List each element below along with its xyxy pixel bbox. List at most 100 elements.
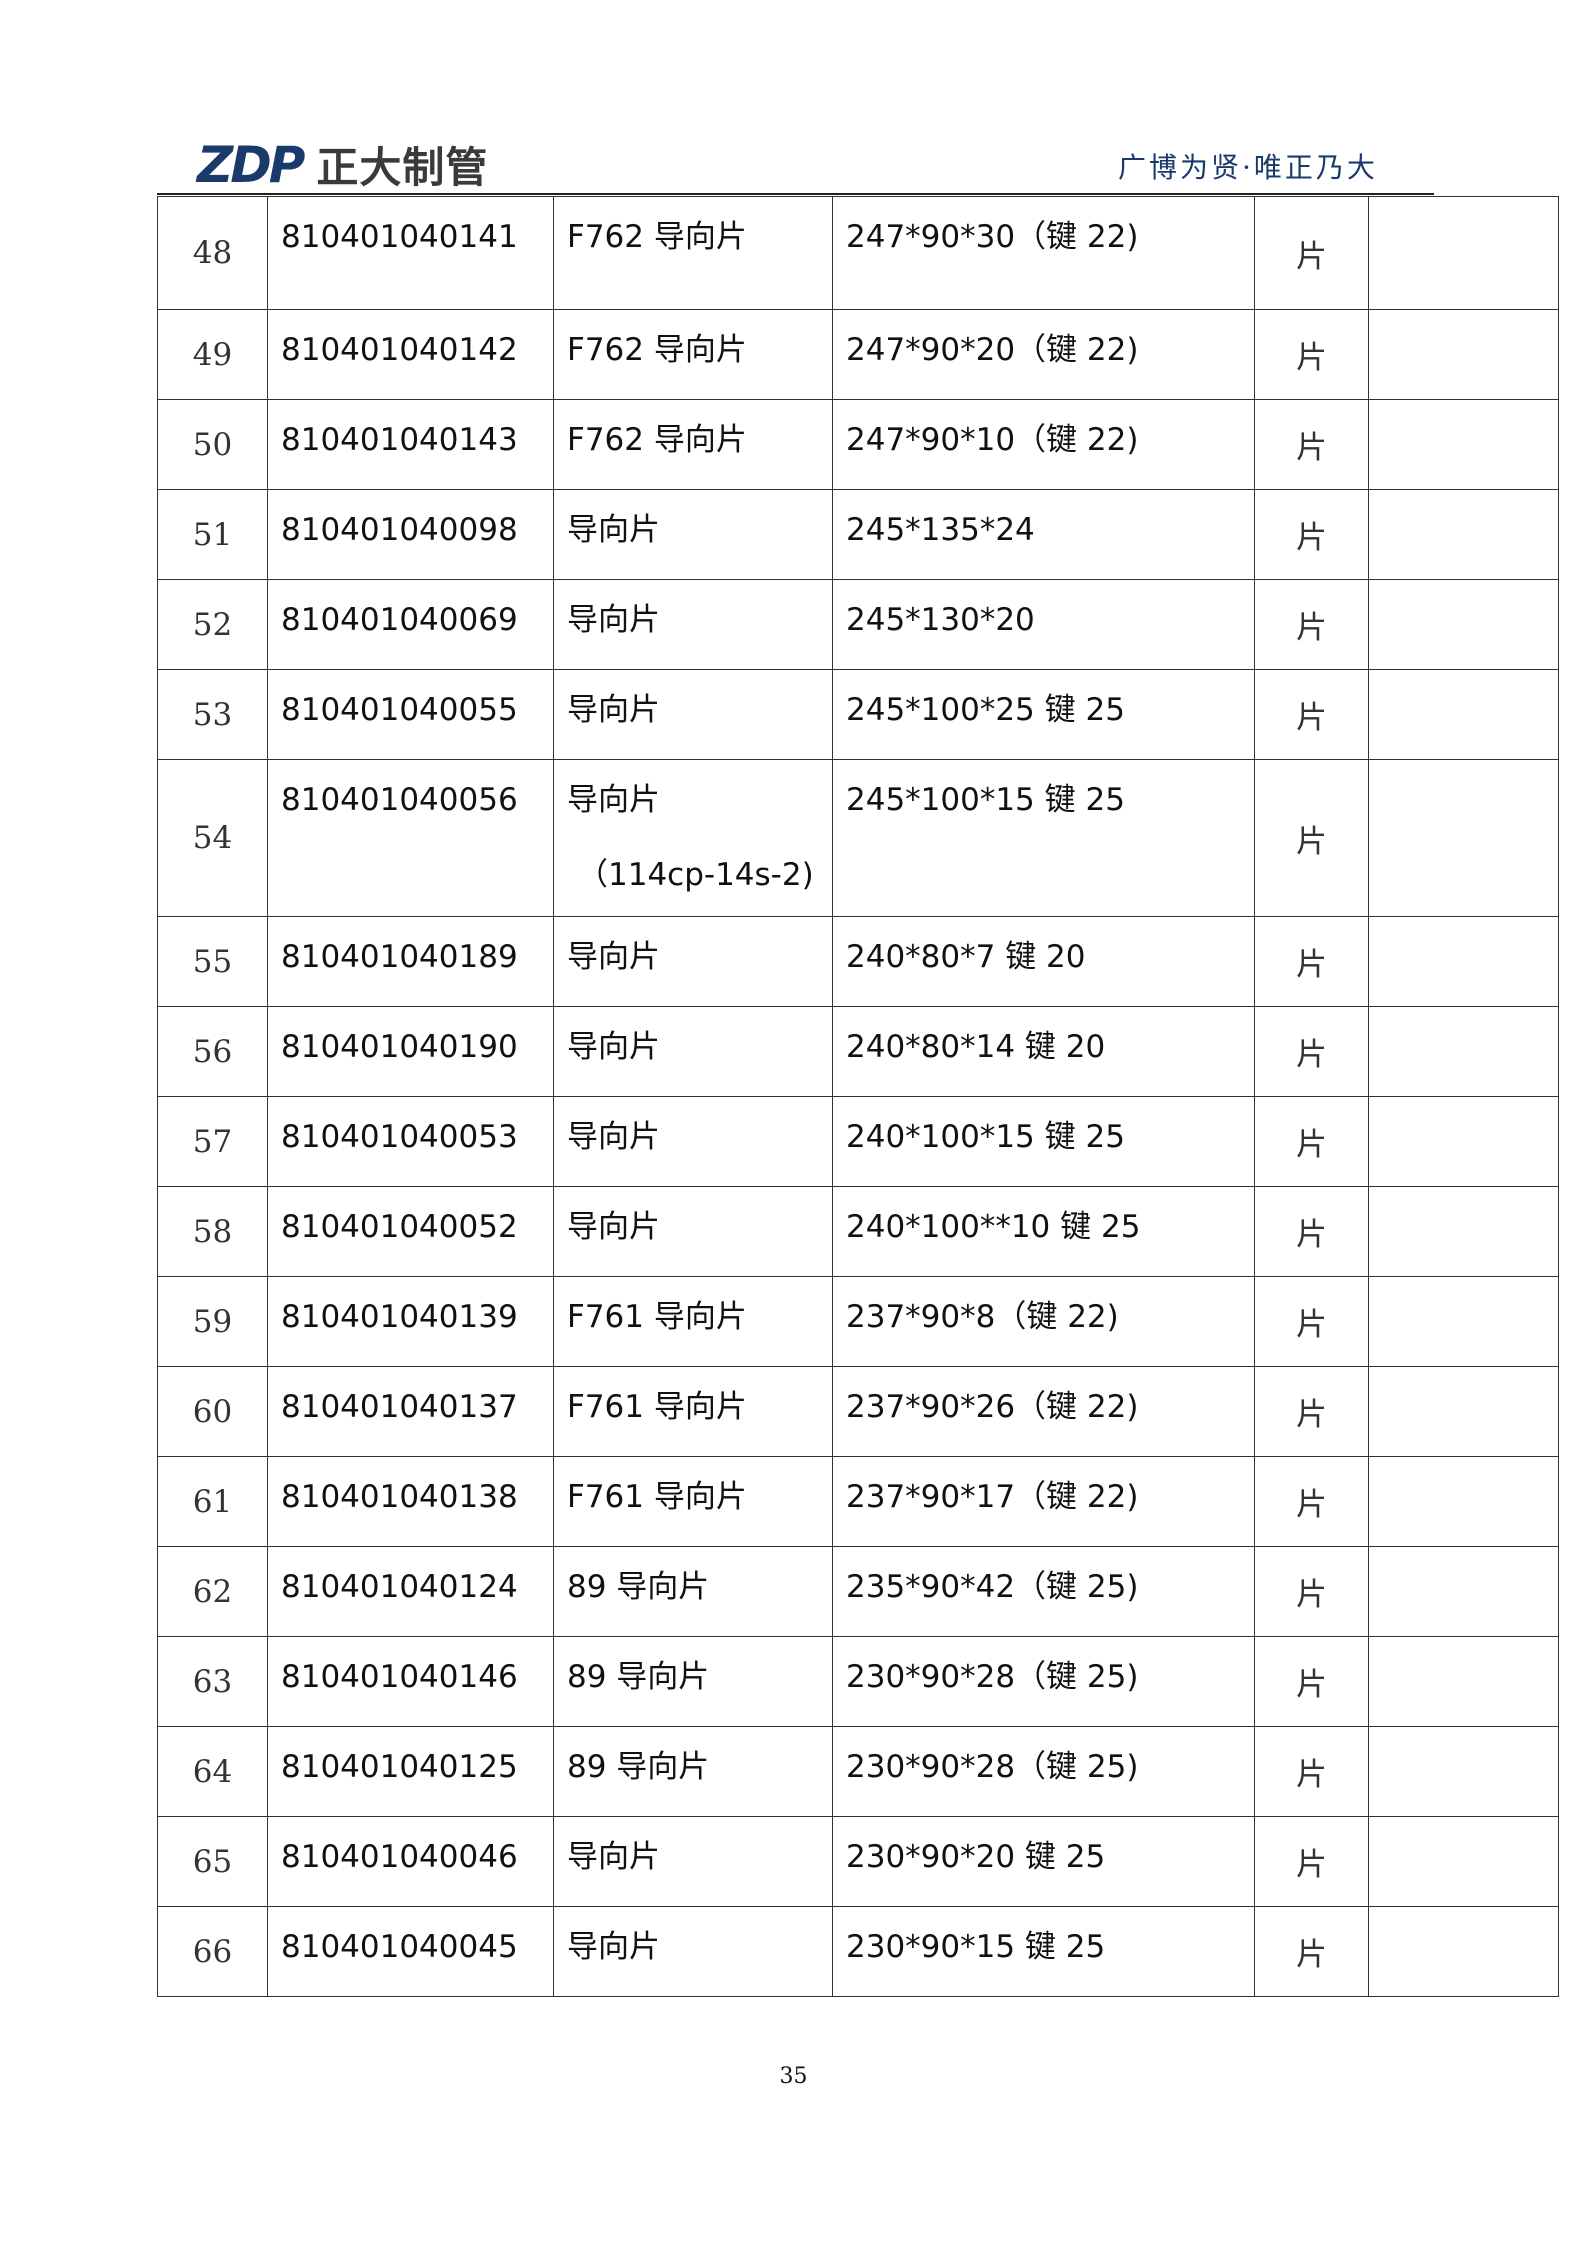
part-unit: 片 (1254, 1006, 1369, 1097)
part-name: 导向片 (553, 579, 833, 670)
row-number-text: 58 (192, 1213, 233, 1250)
part-code-text: 810401040052 (281, 1209, 518, 1245)
part-code-text: 810401040055 (281, 692, 518, 728)
row-number: 60 (157, 1366, 268, 1457)
part-spec: 237*90*17（键 22) (832, 1456, 1255, 1547)
part-spec: 230*90*15 键 25 (832, 1906, 1255, 1997)
part-code-text: 810401040138 (281, 1479, 518, 1515)
part-name-text: F761 导向片 (567, 1389, 747, 1425)
part-name-text: 导向片 (567, 1029, 660, 1065)
part-name: 导向片 (553, 1006, 833, 1097)
table-row: 60 810401040137 F761 导向片 237*90*26（键 22) 片 (157, 1366, 1559, 1457)
part-unit-text: 片 (1296, 1487, 1327, 1523)
part-spec: 230*90*28（键 25) (832, 1636, 1255, 1727)
part-code-text: 810401040069 (281, 602, 518, 638)
part-unit: 片 (1254, 759, 1369, 917)
row-number-text: 53 (192, 696, 233, 733)
part-spec: 245*100*15 键 25 (832, 759, 1255, 917)
row-number-text: 54 (192, 820, 233, 856)
part-name: F761 导向片 (553, 1276, 833, 1367)
part-name: 导向片 (553, 916, 833, 1007)
row-number: 59 (157, 1276, 268, 1367)
table-row: 62 810401040124 89 导向片 235*90*42（键 25) 片 (157, 1546, 1559, 1637)
part-unit-text: 片 (1296, 1217, 1327, 1253)
part-code-text: 810401040146 (281, 1659, 518, 1695)
part-unit: 片 (1254, 1816, 1369, 1907)
part-name-text: F762 导向片 (567, 332, 747, 368)
part-unit: 片 (1254, 1456, 1369, 1547)
part-code: 810401040138 (267, 1456, 554, 1547)
row-number: 52 (157, 579, 268, 670)
part-note (1368, 579, 1559, 670)
part-unit: 片 (1254, 1366, 1369, 1457)
part-name: 导向片 (553, 669, 833, 760)
table-row: 51 810401040098 导向片 245*135*24 片 (157, 489, 1559, 580)
part-unit-text: 片 (1296, 700, 1327, 736)
part-unit-text: 片 (1296, 610, 1327, 646)
part-unit-text: 片 (1296, 340, 1327, 376)
part-note (1368, 1726, 1559, 1817)
part-spec-text: 245*130*20 (846, 602, 1035, 638)
part-spec-text: 235*90*42（键 25) (846, 1569, 1139, 1605)
part-unit: 片 (1254, 1636, 1369, 1727)
part-code: 810401040189 (267, 916, 554, 1007)
part-code: 810401040055 (267, 669, 554, 760)
part-note (1368, 1096, 1559, 1187)
part-code: 810401040052 (267, 1186, 554, 1277)
part-unit-text: 片 (1296, 1127, 1327, 1163)
parts-table: 48 810401040141 F762 导向片 247*90*30（键 22) 片 49… (157, 196, 1559, 1997)
row-number: 57 (157, 1096, 268, 1187)
part-code-text: 810401040143 (281, 422, 518, 458)
part-spec: 245*135*24 (832, 489, 1255, 580)
row-number: 48 (157, 196, 268, 310)
slogan: 广博为贤·唯正乃大 (1118, 151, 1378, 184)
part-unit: 片 (1254, 1096, 1369, 1187)
row-number: 56 (157, 1006, 268, 1097)
part-spec: 245*130*20 (832, 579, 1255, 670)
part-name-text: 导向片 (567, 512, 660, 548)
part-note (1368, 196, 1559, 310)
table-row: 57 810401040053 导向片 240*100*15 键 25 片 (157, 1096, 1559, 1187)
part-unit: 片 (1254, 309, 1369, 400)
part-code: 810401040142 (267, 309, 554, 400)
part-unit-text: 片 (1296, 520, 1327, 556)
part-code: 810401040190 (267, 1006, 554, 1097)
part-name-text: 89 导向片 (567, 1659, 710, 1695)
part-code-text: 810401040098 (281, 512, 518, 548)
row-number: 50 (157, 399, 268, 490)
part-name-text: 导向片 (567, 692, 660, 728)
part-unit-text: 片 (1296, 1667, 1327, 1703)
part-spec: 247*90*20（键 22) (832, 309, 1255, 400)
part-spec: 237*90*8（键 22) (832, 1276, 1255, 1367)
part-spec-text: 230*90*28（键 25) (846, 1659, 1139, 1695)
part-note (1368, 669, 1559, 760)
part-unit-text: 片 (1296, 430, 1327, 466)
part-spec: 237*90*26（键 22) (832, 1366, 1255, 1457)
part-spec: 247*90*10（键 22) (832, 399, 1255, 490)
part-code-text: 810401040053 (281, 1119, 518, 1155)
part-name-text: F761 导向片 (567, 1299, 747, 1335)
part-name-text: 导向片 (567, 782, 660, 818)
part-code: 810401040141 (267, 196, 554, 310)
row-number: 65 (157, 1816, 268, 1907)
part-name: 导向片 （114cp-14s-2) (553, 759, 833, 917)
row-number: 61 (157, 1456, 268, 1547)
part-name-text: 导向片 (567, 1209, 660, 1245)
row-number: 49 (157, 309, 268, 400)
part-name: F762 导向片 (553, 196, 833, 310)
part-note (1368, 1276, 1559, 1367)
table-row: 52 810401040069 导向片 245*130*20 片 (157, 579, 1559, 670)
part-unit-text: 片 (1296, 823, 1327, 860)
row-number: 62 (157, 1546, 268, 1637)
part-name: 89 导向片 (553, 1546, 833, 1637)
part-note (1368, 1546, 1559, 1637)
row-number: 55 (157, 916, 268, 1007)
part-code: 810401040046 (267, 1816, 554, 1907)
part-unit: 片 (1254, 669, 1369, 760)
row-number-text: 66 (192, 1933, 233, 1970)
logo-mark: ZDP (197, 135, 305, 194)
part-spec-text: 247*90*30（键 22) (846, 219, 1139, 255)
part-unit: 片 (1254, 1906, 1369, 1997)
part-name-text: 89 导向片 (567, 1749, 710, 1785)
part-name: F762 导向片 (553, 309, 833, 400)
